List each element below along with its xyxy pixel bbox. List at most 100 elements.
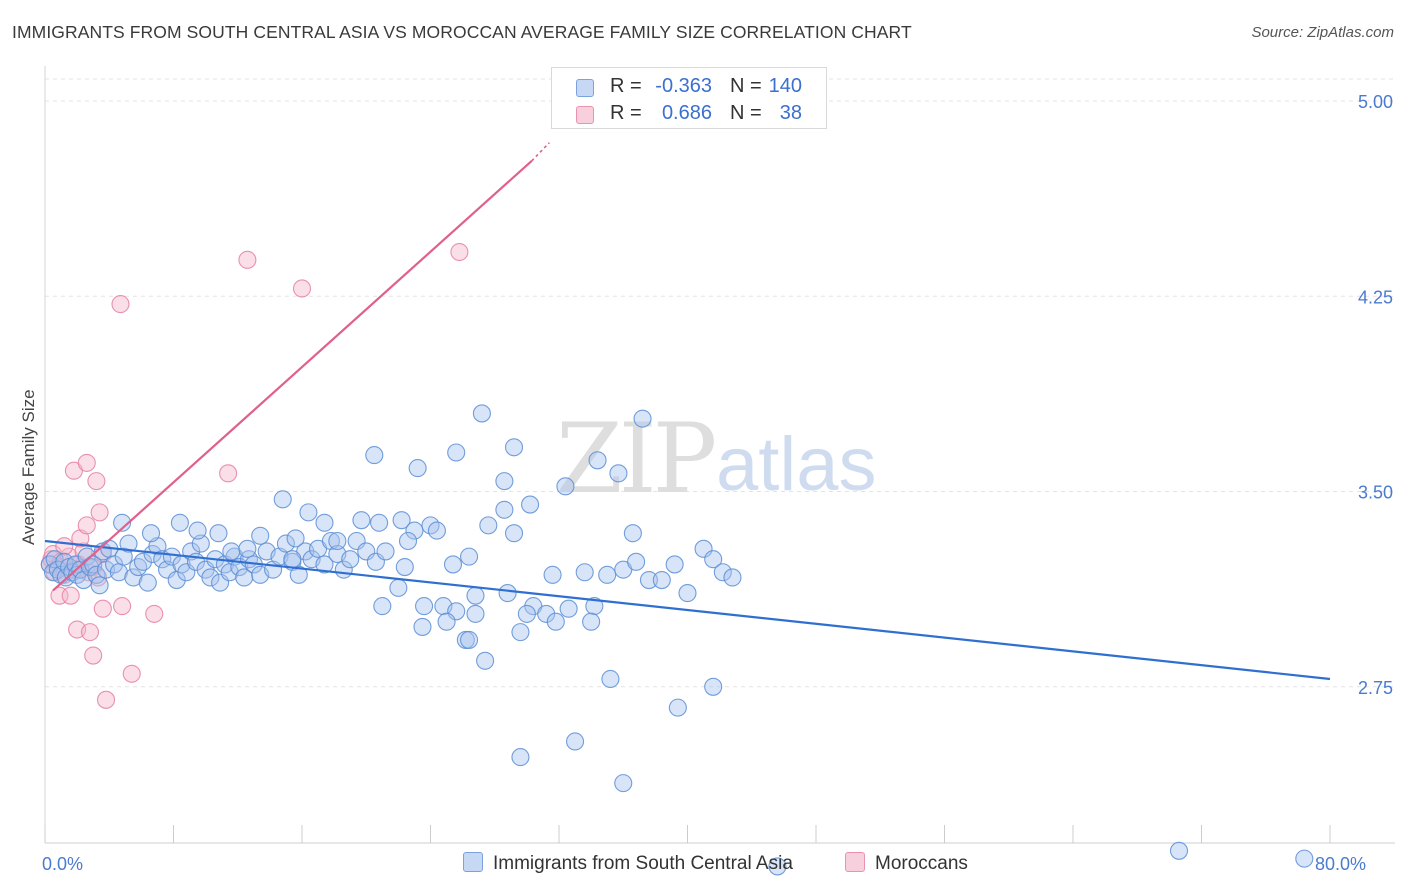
data-point-south-central-asia [601, 669, 620, 689]
data-point-south-central-asia [639, 571, 659, 590]
axis-layer: 2.75 3.50 4.25 5.00 0.0% 80.0% [42, 66, 1395, 874]
data-point-south-central-asia [370, 513, 389, 532]
chart-title: IMMIGRANTS FROM SOUTH CENTRAL ASIA VS MO… [12, 22, 912, 42]
data-point-south-central-asia [472, 404, 491, 423]
data-point-south-central-asia [90, 576, 109, 595]
data-point-south-central-asia [299, 503, 318, 522]
legend-item-moroccans[interactable]: Moroccans [845, 852, 968, 875]
data-point-south-central-asia [437, 612, 456, 631]
data-point-south-central-asia [447, 443, 466, 462]
data-point-south-central-asia [678, 584, 697, 603]
data-point-south-central-asia [395, 557, 414, 577]
data-point-south-central-asia [704, 550, 723, 569]
data-point-moroccans [145, 604, 164, 623]
legend-n-label: N = [730, 75, 762, 97]
watermark-zip: ZIP [556, 403, 715, 515]
data-point-south-central-asia [373, 597, 392, 616]
data-point-south-central-asia [427, 521, 446, 540]
data-point-south-central-asia [443, 555, 463, 574]
data-point-south-central-asia [623, 524, 642, 543]
data-point-south-central-asia [665, 555, 684, 574]
data-point-south-central-asia [1169, 841, 1189, 860]
data-point-moroccans [90, 503, 109, 522]
data-point-south-central-asia [392, 511, 411, 530]
data-point-south-central-asia [517, 604, 536, 623]
data-point-moroccans [80, 623, 100, 642]
data-point-south-central-asia [222, 542, 241, 561]
data-point-south-central-asia [133, 552, 153, 571]
data-point-south-central-asia [466, 586, 485, 605]
legend-item-south-central-asia[interactable]: Immigrants from South Central Asia [463, 852, 793, 875]
data-point-south-central-asia [273, 490, 292, 509]
correlation-legend: R = -0.363 N = 140 R = 0.686 N = 38 [551, 67, 827, 129]
data-point-south-central-asia [582, 612, 601, 631]
data-point-south-central-asia [141, 524, 161, 543]
data-point-south-central-asia [559, 599, 578, 618]
data-point-moroccans [292, 279, 312, 298]
data-point-south-central-asia [495, 472, 514, 491]
data-point-south-central-asia [352, 511, 371, 530]
data-point-south-central-asia [238, 539, 257, 558]
data-point-south-central-asia [138, 573, 157, 592]
data-point-south-central-asia [652, 571, 671, 590]
data-point-south-central-asia [289, 565, 308, 584]
data-point-south-central-asia [188, 521, 207, 540]
data-point-south-central-asia [170, 513, 189, 532]
data-point-south-central-asia [511, 748, 530, 767]
data-point-south-central-asia [556, 477, 575, 496]
trend-lines [44, 142, 1331, 681]
data-point-south-central-asia [495, 500, 514, 519]
data-point-south-central-asia [87, 565, 106, 584]
trend-line-moroccans-extension [531, 142, 550, 162]
x-tick-label: 0.0% [42, 854, 83, 874]
data-point-south-central-asia [286, 529, 305, 548]
grid-layer [45, 78, 1395, 688]
y-tick-label: 2.75 [1358, 678, 1393, 698]
legend-r-label: R = [610, 102, 642, 124]
data-point-south-central-asia [543, 565, 562, 584]
data-point-south-central-asia [1295, 849, 1314, 868]
x-tick-label: 80.0% [1315, 854, 1366, 874]
data-point-south-central-asia [704, 677, 723, 696]
data-point-south-central-asia [415, 597, 434, 616]
trend-line-south-central-asia [44, 539, 1331, 681]
data-point-south-central-asia [119, 534, 138, 553]
data-point-south-central-asia [537, 604, 556, 623]
data-point-moroccans [87, 472, 106, 491]
data-point-moroccans [450, 242, 469, 262]
legend-swatch-blue [576, 79, 594, 97]
data-point-south-central-asia [585, 597, 604, 616]
watermark: ZIP atlas [556, 403, 877, 515]
legend-swatch-blue [463, 852, 483, 872]
data-point-south-central-asia [459, 547, 479, 566]
data-point-south-central-asia [389, 578, 408, 597]
legend-r-value: 0.686 [661, 102, 712, 124]
y-axis-title: Average Family Size [19, 389, 38, 545]
data-point-moroccans [93, 599, 112, 618]
series-legend: Immigrants from South Central Asia Moroc… [0, 852, 1406, 878]
data-point-south-central-asia [405, 521, 424, 540]
data-point-moroccans [77, 453, 96, 472]
data-point-moroccans [111, 295, 130, 314]
legend-n-label: N = [730, 102, 762, 124]
legend-label-south-central-asia: Immigrants from South Central Asia [493, 853, 793, 874]
series-moroccans-points [40, 242, 469, 709]
data-point-south-central-asia [251, 526, 270, 545]
y-tick-label: 4.25 [1358, 287, 1393, 307]
data-point-south-central-asia [124, 568, 143, 587]
series-south-central-asia-points [40, 404, 1314, 876]
watermark-atlas: atlas [716, 422, 877, 507]
data-point-south-central-asia [768, 857, 787, 876]
data-point-south-central-asia [633, 409, 652, 428]
data-point-south-central-asia [713, 563, 732, 582]
data-point-moroccans [96, 690, 116, 709]
data-point-south-central-asia [598, 565, 617, 584]
data-point-south-central-asia [498, 584, 517, 603]
data-point-south-central-asia [609, 464, 628, 483]
data-point-south-central-asia [511, 623, 530, 642]
legend-swatch-pink [845, 852, 865, 872]
data-point-south-central-asia [546, 612, 565, 631]
data-point-moroccans [122, 664, 141, 683]
data-point-south-central-asia [459, 630, 479, 649]
